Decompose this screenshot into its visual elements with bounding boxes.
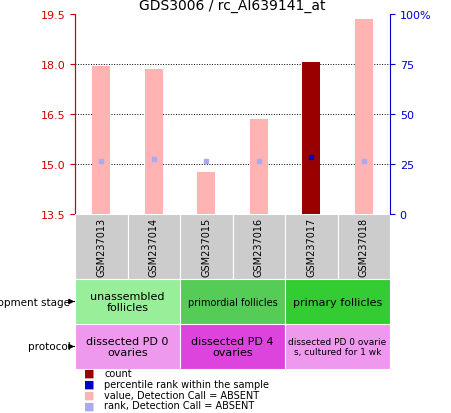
Bar	[233, 214, 285, 279]
Text: ■: ■	[84, 390, 95, 400]
Text: unassembled
follicles: unassembled follicles	[90, 291, 165, 313]
Text: GSM237014: GSM237014	[149, 217, 159, 276]
Bar	[180, 324, 285, 369]
Bar	[92, 66, 110, 214]
Bar	[75, 324, 180, 369]
Bar	[75, 214, 128, 279]
Text: count: count	[104, 368, 132, 378]
Bar	[197, 173, 216, 214]
Text: ■: ■	[84, 368, 95, 378]
Bar	[180, 279, 285, 324]
Text: dissected PD 4
ovaries: dissected PD 4 ovaries	[191, 336, 274, 357]
Text: value, Detection Call = ABSENT: value, Detection Call = ABSENT	[104, 390, 259, 400]
Bar	[285, 214, 337, 279]
Bar	[145, 70, 163, 214]
Bar	[180, 214, 233, 279]
Bar	[249, 120, 268, 214]
Bar	[285, 279, 390, 324]
Text: development stage: development stage	[0, 297, 70, 307]
Bar	[354, 20, 373, 214]
Text: primordial follicles: primordial follicles	[188, 297, 277, 307]
Bar	[285, 324, 390, 369]
Text: primary follicles: primary follicles	[293, 297, 382, 307]
Text: protocol: protocol	[28, 342, 70, 351]
Bar	[128, 214, 180, 279]
Text: GSM237015: GSM237015	[201, 217, 211, 276]
Bar	[337, 214, 390, 279]
Text: dissected PD 0
ovaries: dissected PD 0 ovaries	[86, 336, 169, 357]
Title: GDS3006 / rc_AI639141_at: GDS3006 / rc_AI639141_at	[139, 0, 326, 12]
Text: ■: ■	[84, 401, 95, 411]
Text: dissected PD 0 ovarie
s, cultured for 1 wk: dissected PD 0 ovarie s, cultured for 1 …	[288, 337, 387, 356]
Bar	[302, 63, 321, 214]
Text: percentile rank within the sample: percentile rank within the sample	[104, 379, 269, 389]
Bar	[75, 279, 180, 324]
Text: GSM237018: GSM237018	[359, 217, 369, 276]
Text: GSM237017: GSM237017	[306, 217, 316, 276]
Text: rank, Detection Call = ABSENT: rank, Detection Call = ABSENT	[104, 401, 254, 411]
Text: ■: ■	[84, 379, 95, 389]
Text: GSM237016: GSM237016	[254, 217, 264, 276]
Text: GSM237013: GSM237013	[96, 217, 106, 276]
